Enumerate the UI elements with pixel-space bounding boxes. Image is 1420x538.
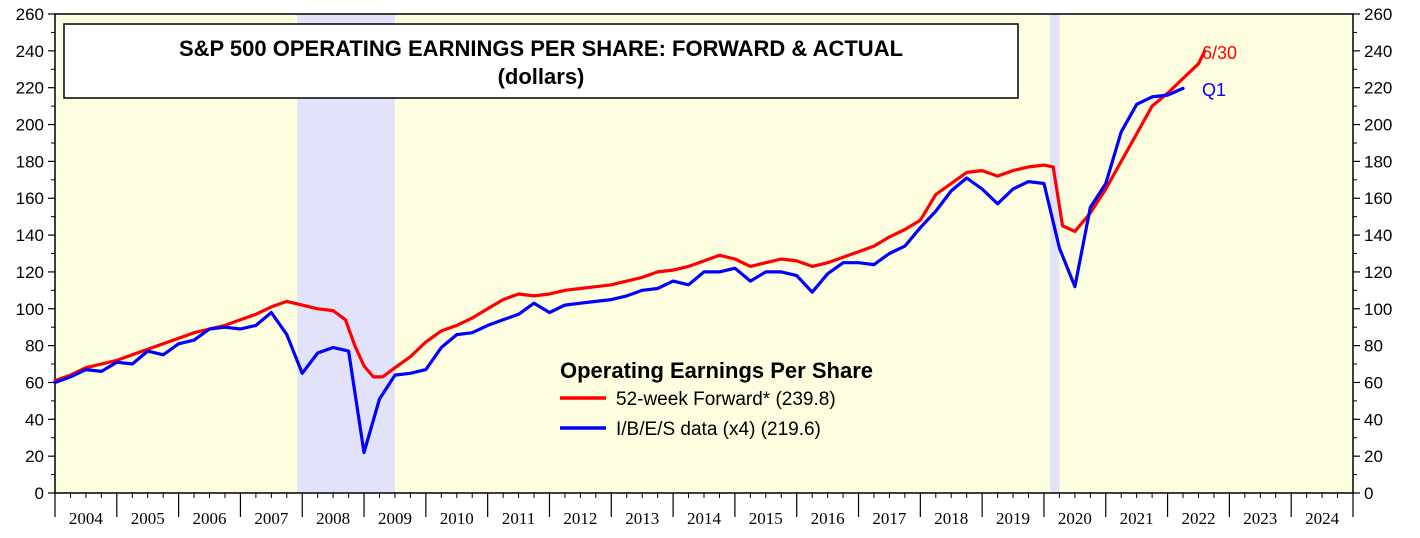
x-tick-label-2011: 2011	[502, 509, 535, 528]
x-tick-label-2012: 2012	[563, 509, 597, 528]
y-tick-label-left-80: 80	[25, 337, 44, 356]
recession-band-1	[1050, 14, 1060, 493]
y-tick-label-right-260: 260	[1364, 5, 1392, 24]
y-tick-label-right-220: 220	[1364, 79, 1392, 98]
y-tick-label-left-100: 100	[16, 300, 44, 319]
x-tick-label-2020: 2020	[1058, 509, 1092, 528]
title-box-frame	[63, 23, 1019, 99]
legend: Operating Earnings Per Share 52-week For…	[560, 358, 873, 440]
y-tick-label-right-160: 160	[1364, 189, 1392, 208]
x-tick-label-2006: 2006	[193, 509, 227, 528]
x-tick-label-2018: 2018	[934, 509, 968, 528]
y-tick-label-left-20: 20	[25, 447, 44, 466]
x-tick-label-2014: 2014	[687, 509, 722, 528]
x-tick-label-2004: 2004	[69, 509, 104, 528]
y-tick-label-right-40: 40	[1364, 410, 1383, 429]
y-tick-label-left-240: 240	[16, 42, 44, 61]
x-tick-label-2007: 2007	[254, 509, 289, 528]
ibes-end-label: Q1	[1202, 80, 1226, 100]
legend-label-ibes: I/B/E/S data (x4) (219.6)	[616, 419, 821, 440]
y-tick-label-right-240: 240	[1364, 42, 1392, 61]
y-tick-label-right-180: 180	[1364, 152, 1392, 171]
x-tick-label-2023: 2023	[1243, 509, 1277, 528]
y-tick-label-left-40: 40	[25, 410, 44, 429]
series-line-ibes	[53, 86, 1185, 455]
x-tick-label-2009: 2009	[378, 509, 412, 528]
y-tick-label-left-0: 0	[35, 484, 44, 503]
y-tick-label-left-180: 180	[16, 152, 44, 171]
y-tick-label-left-160: 160	[16, 189, 44, 208]
y-tick-label-right-140: 140	[1364, 226, 1392, 245]
series-line-forward	[53, 49, 1207, 383]
y-tick-label-right-100: 100	[1364, 300, 1392, 319]
y-tick-label-right-20: 20	[1364, 447, 1383, 466]
y-tick-label-right-120: 120	[1364, 263, 1392, 282]
x-tick-label-2016: 2016	[811, 509, 845, 528]
x-tick-label-2021: 2021	[1120, 509, 1154, 528]
y-tick-label-left-220: 220	[16, 79, 44, 98]
title-box: S&P 500 OPERATING EARNINGS PER SHARE: FO…	[63, 23, 1019, 99]
y-tick-label-right-200: 200	[1364, 116, 1392, 135]
y-tick-label-left-260: 260	[16, 5, 44, 24]
chart-subtitle: (dollars)	[498, 64, 585, 89]
x-tick-label-2019: 2019	[996, 509, 1030, 528]
y-tick-label-left-60: 60	[25, 373, 44, 392]
legend-label-forward: 52-week Forward* (239.8)	[616, 389, 836, 410]
x-tick-label-2008: 2008	[316, 509, 350, 528]
y-tick-label-right-80: 80	[1364, 337, 1383, 356]
x-tick-label-2017: 2017	[872, 509, 907, 528]
y-tick-label-right-0: 0	[1364, 484, 1373, 503]
x-tick-label-2005: 2005	[131, 509, 165, 528]
legend-title: Operating Earnings Per Share	[560, 358, 873, 383]
y-tick-label-left-120: 120	[16, 263, 44, 282]
x-tick-label-2024: 2024	[1305, 509, 1340, 528]
x-tick-label-2013: 2013	[625, 509, 659, 528]
x-tick-label-2010: 2010	[440, 509, 474, 528]
chart-title: S&P 500 OPERATING EARNINGS PER SHARE: FO…	[179, 36, 903, 61]
series-lines-group	[53, 49, 1207, 455]
forward-end-label: 6/30	[1202, 43, 1237, 63]
x-tick-label-2022: 2022	[1181, 509, 1215, 528]
y-tick-label-left-200: 200	[16, 116, 44, 135]
y-tick-label-left-140: 140	[16, 226, 44, 245]
y-tick-label-right-60: 60	[1364, 373, 1383, 392]
x-tick-label-2015: 2015	[749, 509, 783, 528]
